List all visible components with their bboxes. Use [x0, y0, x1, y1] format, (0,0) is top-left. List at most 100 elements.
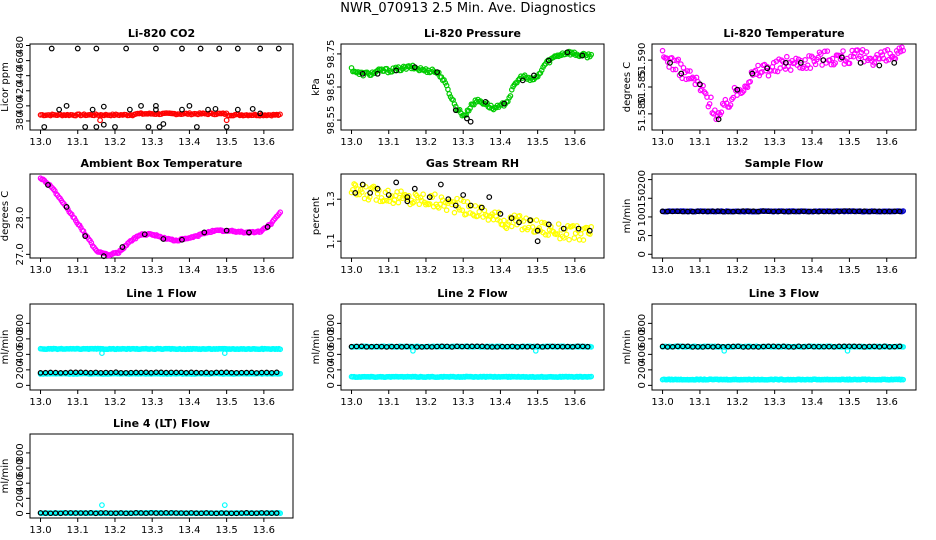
- sflow-avg-point: [871, 208, 878, 215]
- l3-avg-point: [881, 343, 888, 350]
- x-tick-label: 13.4: [801, 265, 823, 276]
- x-tick-label: 13.1: [67, 265, 89, 276]
- rh-point: [432, 191, 438, 197]
- y-tick-label: 100: [637, 207, 648, 226]
- l2-cyan-high-point: [588, 344, 595, 350]
- sflow-avg-point: [846, 208, 853, 214]
- l3-avg-point: [780, 343, 787, 350]
- l3-avg-point: [836, 343, 842, 350]
- plot-frame: [651, 173, 917, 259]
- l4-avg-point: [108, 510, 114, 516]
- l3-avg-point: [785, 343, 792, 350]
- rh-point: [571, 235, 578, 241]
- l1-avg-point: [118, 369, 124, 376]
- temp-avg-point: [891, 59, 898, 66]
- co2-high-point: [193, 124, 200, 130]
- x-tick-label: 13.5: [216, 397, 238, 408]
- co2-low-point: [223, 117, 230, 124]
- rh-avg-point: [534, 227, 541, 234]
- l1-avg-point: [47, 369, 54, 376]
- temp-point: [688, 75, 695, 82]
- l3-avg-point: [811, 343, 817, 350]
- l3-avg-point: [896, 343, 903, 350]
- rh-point: [508, 223, 515, 230]
- rh-point: [365, 196, 372, 203]
- temp-point: [848, 53, 854, 60]
- l1-avg-point: [268, 369, 275, 376]
- l3-avg-point: [816, 343, 822, 350]
- x-tick-label: 13.5: [216, 137, 238, 148]
- l3-avg-point: [790, 344, 797, 350]
- sflow-avg-point: [715, 208, 721, 214]
- temp-point: [756, 72, 763, 79]
- pres-avg-point: [393, 67, 400, 74]
- l2-avg-point: [454, 343, 460, 350]
- plot-frame: [29, 433, 294, 519]
- sflow-avg-point: [891, 208, 898, 215]
- sflow-avg-point: [735, 208, 742, 215]
- chart-title: Li-820 CO2: [128, 27, 195, 40]
- co2-high-point: [100, 103, 107, 110]
- plot-frame: [340, 173, 605, 259]
- temp-point: [784, 53, 790, 60]
- pres-avg-point: [564, 49, 571, 56]
- l3-avg-point: [856, 343, 863, 350]
- rh-point: [381, 197, 387, 204]
- sflow-avg-point: [690, 208, 696, 215]
- sflow-avg-point: [664, 208, 671, 215]
- l3-avg-point: [866, 343, 873, 350]
- l1-avg-point: [72, 369, 79, 376]
- temp-point: [821, 48, 828, 55]
- sflow-avg-point: [785, 208, 792, 215]
- l1-avg-point: [243, 369, 250, 376]
- sflow-avg-point: [836, 208, 842, 215]
- y-tick-label: 480: [15, 36, 26, 55]
- co2-high-point: [179, 45, 185, 52]
- l4-avg-point: [273, 510, 280, 516]
- temp-point: [670, 66, 676, 73]
- sflow-avg-point: [851, 208, 858, 215]
- rh-avg-point: [497, 210, 504, 217]
- rh-avg-point: [385, 192, 392, 198]
- l4-avg-point: [173, 510, 180, 516]
- boxtemp-avg-point: [179, 236, 185, 243]
- y-tick-label: 600: [637, 329, 648, 348]
- l1-avg-point: [213, 369, 220, 376]
- l2-avg-point: [393, 343, 400, 350]
- rh-point: [411, 199, 417, 205]
- l3-cyan-low-point: [900, 376, 906, 383]
- rh-point: [352, 182, 359, 188]
- l1-cyan-high-point: [277, 346, 284, 353]
- pres-avg-point: [464, 115, 470, 122]
- temp-point: [740, 88, 747, 94]
- l3-avg-point: [831, 343, 837, 350]
- x-tick-label: 13.0: [340, 137, 362, 148]
- l3-avg-point: [715, 343, 721, 350]
- l4-avg-point: [228, 510, 235, 517]
- rh-avg-point: [393, 179, 400, 186]
- l2-avg-point: [504, 343, 511, 350]
- l3-avg-point: [851, 343, 858, 350]
- l4-avg-point: [87, 510, 94, 516]
- l2-avg-point: [398, 344, 405, 350]
- l1-avg-point: [148, 369, 154, 376]
- sflow-avg-point: [669, 208, 676, 215]
- y-tick-label: 27.0: [15, 243, 26, 265]
- x-tick-label: 13.3: [141, 397, 163, 408]
- l3-avg-point: [821, 343, 827, 350]
- rh-point: [501, 217, 507, 224]
- l4-avg-point: [143, 510, 149, 516]
- l1-avg-point: [173, 369, 180, 376]
- pres-point: [393, 64, 399, 71]
- x-tick-label: 13.4: [489, 397, 511, 408]
- sflow-avg-point: [730, 208, 736, 215]
- flow-dip-point: [532, 348, 539, 354]
- l3-avg-point: [806, 343, 812, 350]
- co2-high-point: [100, 121, 107, 128]
- x-tick-label: 13.2: [415, 265, 437, 276]
- chart-l2: Line 2 Flow ml/min 13.0 13.1 13.2 13.3 13.4 13.…: [311, 287, 605, 408]
- l4-avg-point: [253, 510, 260, 516]
- temp-point: [778, 57, 785, 63]
- rh-point: [403, 193, 410, 200]
- rh-point: [420, 191, 426, 198]
